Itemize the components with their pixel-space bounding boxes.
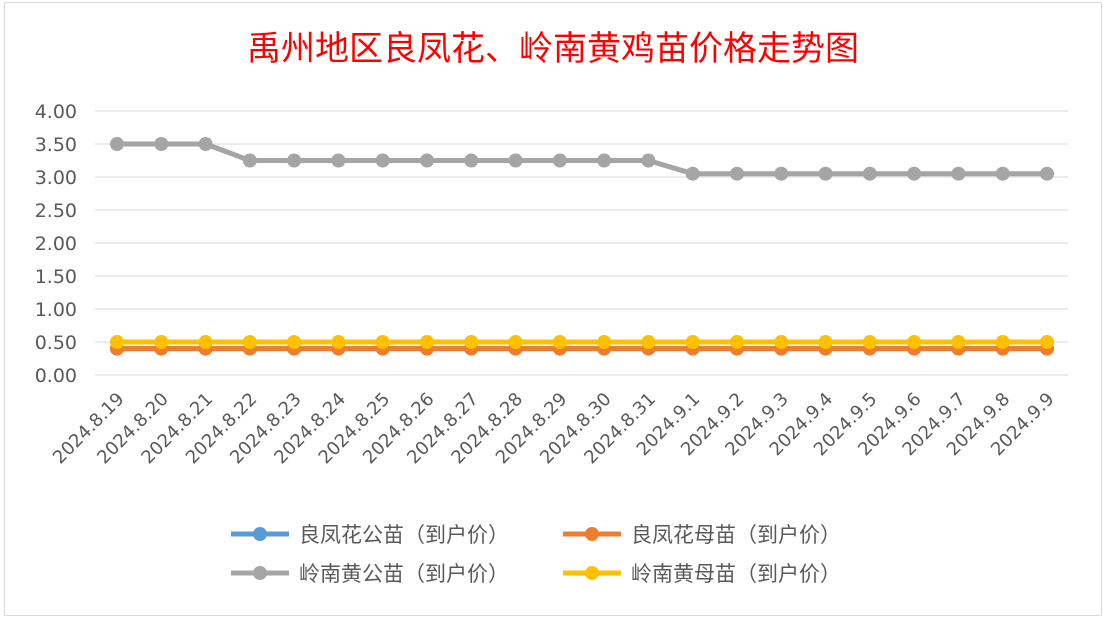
data-point <box>685 166 700 181</box>
data-point <box>464 335 479 349</box>
data-point <box>198 335 213 349</box>
y-tick-label: 1.00 <box>35 299 77 321</box>
y-tick-label: 4.00 <box>35 101 77 123</box>
y-tick-label: 1.50 <box>35 266 77 288</box>
data-point <box>110 137 124 151</box>
legend-label: 良凤花公苗（到户价） <box>299 523 509 547</box>
data-point <box>110 335 124 349</box>
data-point <box>552 335 567 349</box>
series-line <box>117 141 1047 177</box>
data-point <box>242 335 257 349</box>
legend-swatch-marker <box>253 527 267 541</box>
data-point <box>641 335 656 349</box>
data-point <box>774 335 789 349</box>
data-point <box>375 335 390 349</box>
data-point <box>287 153 302 168</box>
data-point <box>907 335 922 349</box>
x-axis: 2024.8.192024.8.202024.8.212024.8.222024… <box>49 389 1059 469</box>
legend-label: 岭南黄母苗（到户价） <box>631 562 841 586</box>
legend-entry: 良凤花公苗（到户价） <box>231 523 509 547</box>
y-tick-label: 3.00 <box>35 167 77 189</box>
legend-entry: 岭南黄母苗（到户价） <box>563 562 841 586</box>
data-point <box>154 137 169 151</box>
legend-swatch-marker <box>585 566 599 580</box>
data-point <box>730 166 744 181</box>
data-point <box>1040 166 1054 181</box>
data-point <box>464 153 479 168</box>
data-point <box>331 335 346 349</box>
data-point <box>597 153 612 168</box>
legend-swatch-marker <box>585 527 599 541</box>
data-point <box>951 166 966 181</box>
y-tick-label: 2.50 <box>35 200 77 222</box>
data-point <box>1040 335 1054 349</box>
data-point <box>818 335 833 349</box>
data-point <box>641 153 656 168</box>
data-point <box>552 153 567 168</box>
data-point <box>287 335 302 349</box>
y-tick-label: 2.00 <box>35 233 77 255</box>
y-tick-label: 0.50 <box>35 332 77 354</box>
data-point <box>774 166 789 181</box>
gridlines <box>95 110 1068 376</box>
data-point <box>420 153 434 168</box>
data-point <box>685 335 700 349</box>
data-point <box>597 335 612 349</box>
legend-label: 岭南黄公苗（到户价） <box>299 562 509 586</box>
data-point <box>420 335 434 349</box>
data-point <box>242 153 257 168</box>
data-point <box>862 166 877 181</box>
chart-title: 禹州地区良凤花、岭南黄鸡苗价格走势图 <box>247 29 859 69</box>
legend: 良凤花公苗（到户价） 良凤花母苗（到户价） 岭南黄公苗（到户价） 岭南黄母苗（到户价） <box>231 523 841 586</box>
data-point <box>198 137 213 151</box>
y-axis: 0.00 0.50 1.00 1.50 2.00 2.50 3.00 3.50 4.00 <box>35 101 77 387</box>
data-point <box>995 335 1010 349</box>
legend-entry: 良凤花母苗（到户价） <box>563 523 841 547</box>
plot-area <box>110 137 1054 356</box>
data-point <box>907 166 922 181</box>
y-tick-label: 3.50 <box>35 134 77 156</box>
data-point <box>730 335 744 349</box>
data-point <box>331 153 346 168</box>
series-3 <box>110 137 1054 181</box>
data-point <box>818 166 833 181</box>
data-point <box>951 335 966 349</box>
data-point <box>375 153 390 168</box>
y-tick-label: 0.00 <box>35 365 77 387</box>
series-4 <box>110 335 1054 349</box>
legend-label: 良凤花母苗（到户价） <box>631 523 841 547</box>
legend-entry: 岭南黄公苗（到户价） <box>231 562 509 586</box>
data-point <box>508 335 523 349</box>
data-point <box>862 335 877 349</box>
data-point <box>508 153 523 168</box>
data-point <box>154 335 169 349</box>
legend-swatch-marker <box>253 566 267 580</box>
data-point <box>995 166 1010 181</box>
